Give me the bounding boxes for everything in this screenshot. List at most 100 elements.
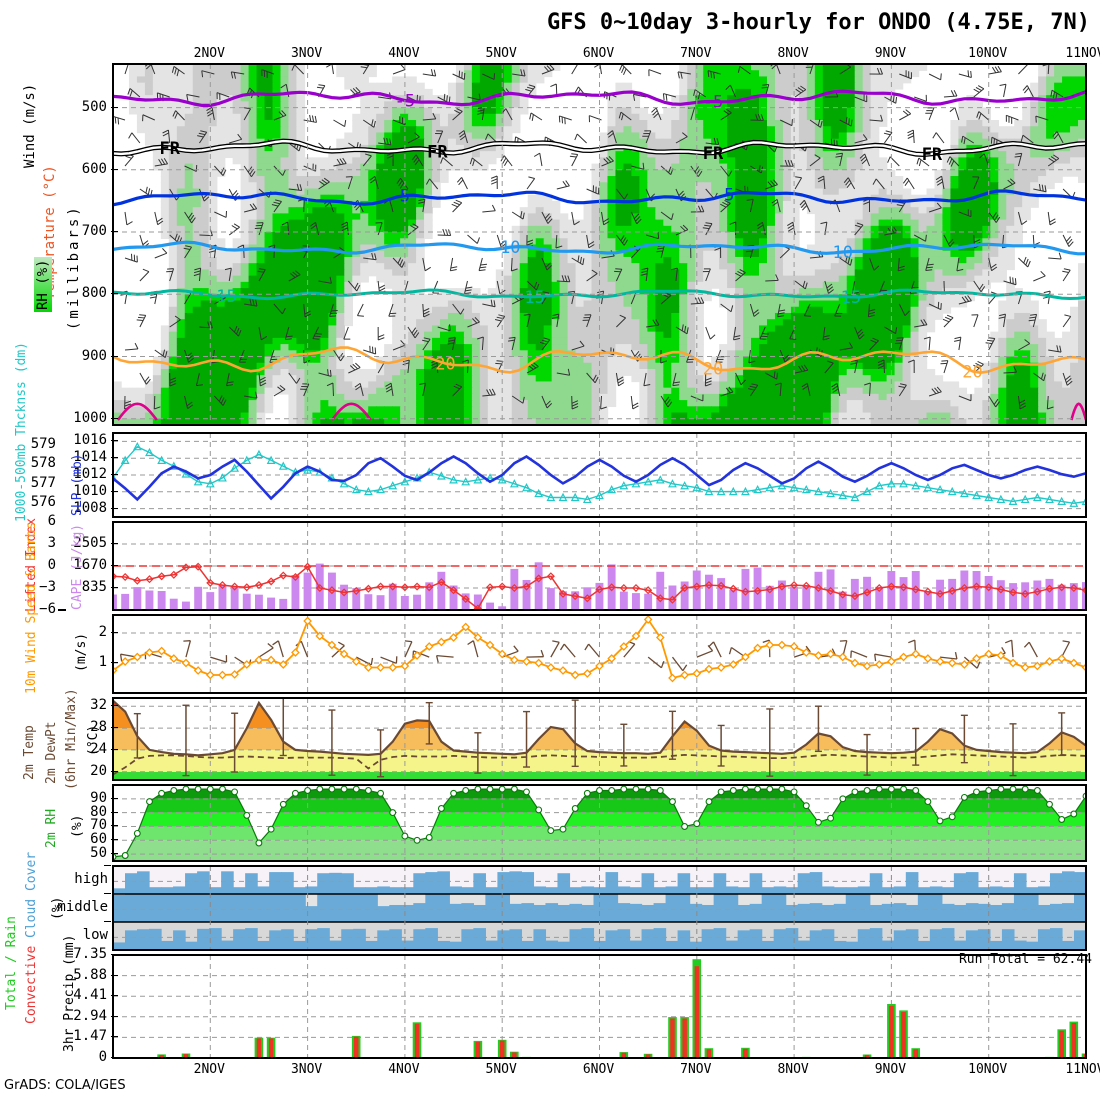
slp-thickness-panel <box>112 432 1087 518</box>
y-tick-label: 1014 <box>73 449 107 466</box>
date-label: 4NOV <box>388 46 420 61</box>
y-tick-label: 2505 <box>73 535 107 551</box>
y-tick-label: 0 <box>47 557 56 573</box>
y-tick-label: 579 <box>30 435 56 452</box>
y-tick-label: 80 <box>90 803 107 820</box>
slp-label: SLP (mb) <box>70 453 85 516</box>
date-label: 9NOV <box>874 46 907 61</box>
precip-panel <box>112 954 1087 1059</box>
date-label: 11NOV <box>1065 1062 1100 1077</box>
y-tick-label: 1000 <box>73 409 107 426</box>
wind10m-title-label: 10m Wind Speed & Barbs <box>24 521 39 694</box>
y-tick-label: 28 <box>90 719 107 736</box>
cloud-cover-panel <box>112 865 1087 951</box>
date-label: 3NOV <box>290 1062 323 1077</box>
temp2m-units-label: (°C) <box>86 724 101 756</box>
tick-mark <box>104 893 111 894</box>
y-tick-label: 3 <box>47 535 56 551</box>
tick-mark <box>111 839 118 841</box>
temp2m-label: 2m Temp <box>22 725 37 780</box>
y-tick-label: 1016 <box>73 432 107 449</box>
rh2m-title-label: 2m RH <box>44 808 59 848</box>
cape-label: CAPE (J/kg) <box>70 523 85 610</box>
date-label: 5NOV <box>485 1062 517 1077</box>
tick-mark <box>111 853 118 855</box>
tick-mark <box>111 1036 118 1038</box>
y-tick-label: 835 <box>81 579 107 595</box>
tick-mark <box>111 974 118 976</box>
y-tick-label: 20 <box>90 762 107 779</box>
precip-convective-label: Convective <box>24 945 39 1024</box>
date-label: 6NOV <box>582 46 615 61</box>
y-tick-label: 1 <box>98 654 107 670</box>
y-tick-label: 5.88 <box>73 966 107 983</box>
tick-mark <box>111 106 118 108</box>
tick-mark <box>111 811 118 813</box>
date-label: 10NOV <box>968 46 1008 61</box>
y-tick-label: 60 <box>90 831 107 848</box>
upper-rh-label: RH (%) <box>34 257 52 312</box>
thickness-label: 1000-500mb Thcknss (dm) <box>14 341 29 522</box>
temp2m-panel <box>112 697 1087 781</box>
y-tick-label: −6 <box>39 601 56 617</box>
lifted-index-bracket <box>58 609 66 611</box>
y-tick-label: 24 <box>90 740 107 757</box>
date-label: 10NOV <box>968 1062 1008 1077</box>
precip-total-label: Total / Rain <box>4 916 19 1010</box>
cloud-row-label: high <box>74 871 108 887</box>
cloud-row-label: middle <box>57 899 108 915</box>
y-tick-label: 0 <box>98 1049 107 1065</box>
tick-mark <box>111 705 118 707</box>
tick-mark <box>111 1015 118 1017</box>
date-label: 4NOV <box>388 1062 420 1077</box>
y-tick-label: 1670 <box>73 557 107 573</box>
cloud-units-label: (%) <box>50 896 65 920</box>
y-tick-label: 2 <box>98 624 107 640</box>
rh2m-units-label: (%) <box>70 814 85 838</box>
y-tick-label: 32 <box>90 697 107 714</box>
tick-mark <box>111 231 118 233</box>
minmax-label: (6hr Min/Max) <box>64 688 79 790</box>
y-tick-label: 1.47 <box>73 1028 107 1045</box>
upper-yaxis-label: (millibars) <box>66 204 82 330</box>
date-label: 8NOV <box>777 1062 809 1077</box>
tick-mark <box>111 168 118 170</box>
upper-wind-label: Wind (m/s) <box>22 83 38 168</box>
tick-mark <box>111 587 118 588</box>
date-label: 2NOV <box>193 46 225 61</box>
tick-mark <box>111 1057 118 1058</box>
upper-air-panel: -5 -5 FR FR FR FR 5 5 10 10 15 15 15 20 20 20 <box>112 63 1087 426</box>
y-tick-label: 2.94 <box>73 1007 107 1024</box>
date-label: 5NOV <box>485 46 517 61</box>
tick-mark <box>111 440 118 442</box>
y-tick-label: 50 <box>90 845 107 862</box>
date-label: 7NOV <box>680 46 712 61</box>
rh2m-panel <box>112 784 1087 862</box>
y-tick-label: 90 <box>90 789 107 806</box>
date-label: 7NOV <box>680 1062 712 1077</box>
tick-mark <box>111 748 118 750</box>
y-tick-label: 577 <box>30 474 56 491</box>
y-tick-label: 576 <box>30 494 56 511</box>
date-label: 8NOV <box>777 46 809 61</box>
tick-mark <box>111 727 118 729</box>
tick-mark <box>111 995 118 997</box>
y-tick-label: 900 <box>81 347 107 364</box>
y-tick-label: 800 <box>81 285 107 302</box>
date-label: 11NOV <box>1065 46 1100 61</box>
tick-mark <box>111 662 118 663</box>
tick-mark <box>111 474 118 475</box>
wind10m-units-label: (m/s) <box>74 632 89 672</box>
tick-mark <box>111 954 118 955</box>
date-label: 3NOV <box>290 46 323 61</box>
dewpt2m-label: 2m DewPt <box>44 721 59 784</box>
y-tick-label: −3 <box>39 579 56 595</box>
y-tick-label: 4.41 <box>73 987 107 1004</box>
tick-mark <box>111 293 118 295</box>
tick-mark <box>111 770 118 772</box>
tick-mark <box>111 797 118 799</box>
tick-mark <box>111 632 118 633</box>
cloud-row-label: low <box>82 927 108 943</box>
cloud-title-label: Cloud Cover <box>24 851 39 938</box>
tick-mark <box>111 417 118 419</box>
